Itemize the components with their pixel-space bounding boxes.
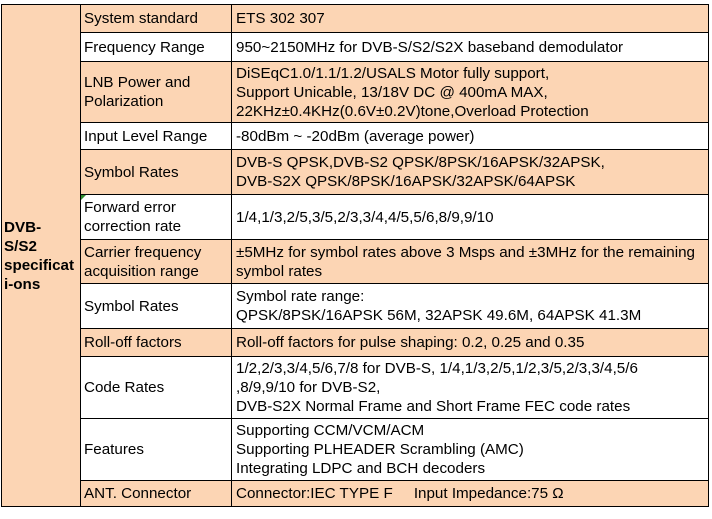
table-row: Symbol Rates Symbol rate range: QPSK/8PS… [2,283,709,329]
value-line: ,8/9,9/10 for DVB-S2, [236,379,381,396]
table-row: Features Supporting CCM/VCM/ACM Supporti… [2,418,709,481]
param-line: correction rate [84,218,182,235]
value-cell: ETS 302 307 [231,4,709,33]
value-line: DVB-S QPSK,DVB-S2 QPSK/8PSK/16APSK/32APS… [236,154,605,171]
value-line: 22KHz±0.4KHz(0.6V±0.2V)tone,Overload Pro… [236,102,589,120]
table-row: Carrier frequency acquisition range ±5MH… [2,239,709,284]
value-line: -80dBm ~ -20dBm (average power) [236,127,475,145]
table-row: DVB- S/S2 specificat i-ons System standard … [1,4,709,507]
table-row: Frequency Range 950~2150MHz for DVB-S/S2… [2,32,709,62]
param-cell: System standard [80,4,232,33]
table-row: Forward error correction rate 1/4,1/3,2/… [2,194,709,240]
value-cell: Supporting CCM/VCM/ACM Supporting PLHEAD… [231,418,709,481]
param-line: Polarization [84,93,164,110]
value-cell: DVB-S QPSK,DVB-S2 QPSK/8PSK/16APSK/32APS… [231,149,709,195]
param-cell: Symbol Rates [80,283,232,329]
value-cell: 950~2150MHz for DVB-S/S2/S2X baseband de… [231,32,709,62]
value-line: Support Unicable, 13/18V DC @ 400mA MAX, [236,83,548,101]
value-cell: ±5MHz for symbol rates above 3 Msps and … [231,239,709,284]
param-cell: Features [80,418,232,481]
value-line: 950~2150MHz for DVB-S/S2/S2X baseband de… [236,38,624,56]
param-cell: ANT. Connector [80,480,232,507]
param-cell: Frequency Range [80,32,232,62]
param-cell: Roll-off factors [80,328,232,357]
group-label: DVB- S/S2 specificat i-ons [4,218,75,293]
value-cell: 1/2,2/3,3/4,5/6,7/8 for DVB-S, 1/4,1/3,2… [231,356,709,419]
param-line: LNB Power and [84,74,191,91]
value-line: 1/2,2/3,3/4,5/6,7/8 for DVB-S, 1/4,1/3,2… [236,360,638,377]
value-cell: 1/4,1/3,2/5,3/5,2/3,3/4,4/5,5/6,8/9,9/10 [231,194,709,240]
param-cell: Forward error correction rate [80,194,232,240]
comment-marker-icon [81,195,86,200]
value-line: ETS 302 307 [236,10,325,27]
value-line: symbol rates [236,262,323,280]
table-row: Roll-off factors Roll-off factors for pu… [2,328,709,357]
value-cell: Connector:IEC TYPE F Input Impedance:75 … [231,480,709,507]
param-cell: LNB Power and Polarization [80,61,232,123]
value-line: DVB-S2X Normal Frame and Short Frame FEC… [236,398,631,415]
value-line: Supporting PLHEADER Scrambling (AMC) [236,441,524,458]
value-cell: Roll-off factors for pulse shaping: 0.2,… [231,328,709,357]
value-line: Supporting CCM/VCM/ACM [236,422,425,439]
param-cell: Input Level Range [80,122,232,150]
value-line: ±5MHz for symbol rates above 3 Msps and … [236,243,695,261]
value-line: DVB-S2X QPSK/8PSK/16APSK/32APSK/64APSK [236,173,576,190]
value-cell: Symbol rate range: QPSK/8PSK/16APSK 56M,… [231,283,709,329]
spec-table: DVB- S/S2 specificat i-ons System standard … [1,4,709,507]
param-cell: Symbol Rates [80,149,232,195]
table-row: ANT. Connector Connector:IEC TYPE F Inpu… [2,480,709,507]
table-row: LNB Power and Polarization DiSEqC1.0/1.1… [2,61,709,123]
value-line: Symbol rate range: [236,288,365,305]
value-cell: DiSEqC1.0/1.1/1.2/USALS Motor fully supp… [231,61,709,123]
table-row: Code Rates 1/2,2/3,3/4,5/6,7/8 for DVB-S… [2,356,709,419]
value-line: 1/4,1/3,2/5,3/5,2/3,3/4,4/5,5/6,8/9,9/10 [236,208,494,226]
value-line: DiSEqC1.0/1.1/1.2/USALS Motor fully supp… [236,64,550,82]
param-line: acquisition range [84,262,199,280]
value-line: Connector:IEC TYPE F Input Impedance:75 … [236,485,564,502]
param-cell: Carrier frequency acquisition range [80,239,232,284]
param-line: Forward error [84,199,176,216]
value-line: Roll-off factors for pulse shaping: 0.2,… [236,334,585,351]
group-label-cell: DVB- S/S2 specificat i-ons [1,4,81,507]
param-line: Carrier frequency [84,243,202,261]
value-line: QPSK/8PSK/16APSK 56M, 32APSK 49.6M, 64AP… [236,307,642,324]
table-row: Input Level Range -80dBm ~ -20dBm (avera… [2,122,709,150]
table-row: Symbol Rates DVB-S QPSK,DVB-S2 QPSK/8PSK… [2,149,709,195]
value-cell: -80dBm ~ -20dBm (average power) [231,122,709,150]
value-line: Integrating LDPC and BCH decoders [236,460,486,477]
param-cell: Code Rates [80,356,232,419]
